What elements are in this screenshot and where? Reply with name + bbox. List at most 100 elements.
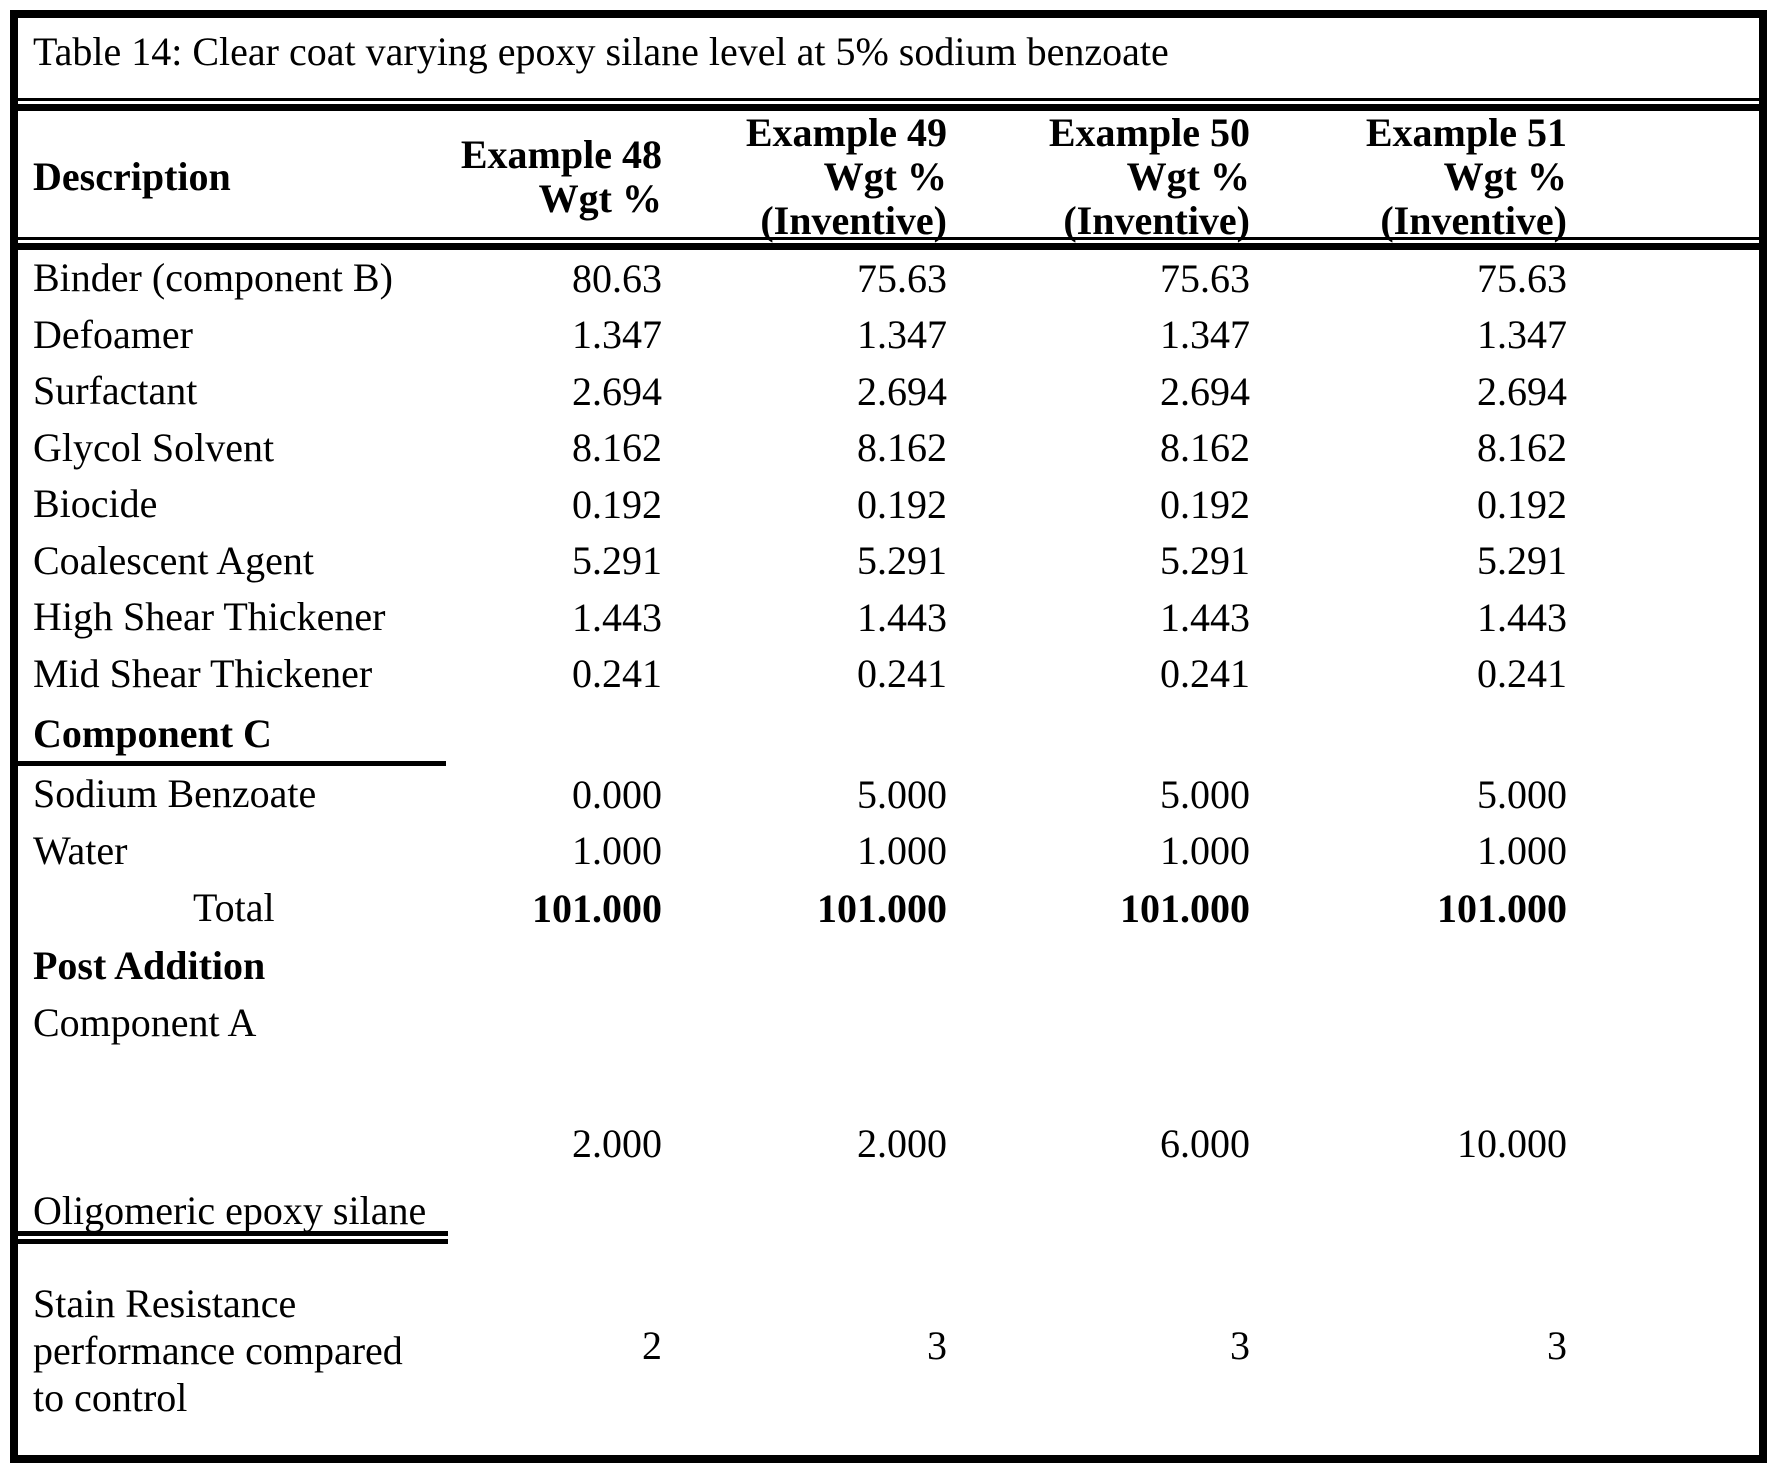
cell-value: 5.000 — [1160, 771, 1250, 817]
table-title: Table 14: Clear coat varying epoxy silan… — [33, 29, 1169, 74]
cell-value: 80.63 — [572, 255, 662, 301]
cell-value: 1.000 — [857, 828, 947, 874]
table-row: Total 101.000 101.000 101.000 101.000 — [18, 879, 1759, 937]
column-header-example-50: Example 50 Wgt % (Inventive) — [1048, 110, 1250, 243]
cell-value: 0.241 — [1477, 651, 1567, 697]
table-row: Oligomeric epoxy silane — [18, 1191, 1759, 1244]
row-label: Glycol Solvent — [33, 424, 275, 470]
row-label: Biocide — [33, 481, 158, 527]
table-row: Sodium Benzoate 0.000 5.000 5.000 5.000 — [18, 766, 1759, 823]
cell-value: 0.192 — [1160, 481, 1250, 527]
cell-value: 75.63 — [1477, 255, 1567, 301]
table-row: High Shear Thickener 1.443 1.443 1.443 1.443 — [18, 589, 1759, 646]
table-row: Coalescent Agent 5.291 5.291 5.291 5.291 — [18, 533, 1759, 590]
row-label: Surfactant — [33, 368, 198, 414]
cell-value: 2.000 — [572, 1121, 662, 1166]
table-row: Stain Resistance performance compared to… — [18, 1264, 1759, 1455]
table-row: 2.000 2.000 6.000 10.000 — [18, 1096, 1759, 1191]
table-row: Binder (component B) 80.63 75.63 75.63 75.63 — [18, 250, 1759, 307]
cell-value: 8.162 — [1160, 425, 1250, 471]
column-header-description: Description — [33, 154, 231, 199]
cell-value: 1.443 — [1477, 594, 1567, 640]
cell-value: 5.291 — [1160, 538, 1250, 584]
cell-value: 1.347 — [1160, 312, 1250, 358]
cell-value: 0.192 — [572, 481, 662, 527]
table-frame: Table 14: Clear coat varying epoxy silan… — [10, 10, 1767, 1463]
cell-value: 8.162 — [857, 425, 947, 471]
section-double-underline — [18, 1231, 448, 1244]
table-header-row: Description Example 48 Wgt % Example 49 … — [18, 111, 1759, 243]
column-header-example-48: Example 48 Wgt % — [460, 132, 662, 221]
cell-value: 75.63 — [1160, 255, 1250, 301]
table-row: Biocide 0.192 0.192 0.192 0.192 — [18, 476, 1759, 533]
cell-value: 3 — [1547, 1323, 1567, 1368]
row-label: Total — [193, 885, 275, 930]
table-row: Surfactant 2.694 2.694 2.694 2.694 — [18, 363, 1759, 420]
cell-value: 2 — [642, 1323, 662, 1368]
row-label: Component C — [33, 711, 272, 756]
cell-value: 3 — [927, 1323, 947, 1368]
spacer-row — [18, 1244, 1759, 1264]
cell-value: 8.162 — [1477, 425, 1567, 471]
cell-value: 8.162 — [572, 425, 662, 471]
cell-value: 6.000 — [1160, 1121, 1250, 1166]
row-label: Sodium Benzoate — [33, 771, 317, 817]
cell-value: 2.694 — [857, 368, 947, 414]
cell-value: 5.291 — [1477, 538, 1567, 584]
row-label: Defoamer — [33, 311, 193, 357]
cell-value: 0.241 — [857, 651, 947, 697]
cell-value: 1.000 — [1477, 828, 1567, 874]
row-label: Stain Resistance performance compared to… — [33, 1281, 403, 1420]
cell-value: 5.000 — [857, 771, 947, 817]
cell-value: 1.347 — [1477, 312, 1567, 358]
cell-value: 0.241 — [1160, 651, 1250, 697]
table-body: Binder (component B) 80.63 75.63 75.63 75.63… — [18, 250, 1759, 1455]
cell-value: 1.000 — [572, 828, 662, 874]
cell-value: 0.000 — [572, 771, 662, 817]
cell-value: 5.291 — [857, 538, 947, 584]
row-label: Component A — [33, 999, 257, 1045]
cell-value: 0.192 — [857, 481, 947, 527]
cell-value: 1.443 — [572, 594, 662, 640]
cell-value: 2.000 — [857, 1121, 947, 1166]
table-row: Component A — [18, 994, 1759, 1051]
row-label: Oligomeric epoxy silane — [33, 1188, 427, 1233]
cell-value: 101.000 — [1437, 885, 1567, 931]
header-divider — [18, 237, 1759, 250]
cell-value: 0.192 — [1477, 481, 1567, 527]
table-row: Glycol Solvent 8.162 8.162 8.162 8.162 — [18, 420, 1759, 477]
row-label: Post Addition — [33, 942, 266, 988]
cell-value: 1.000 — [1160, 828, 1250, 874]
cell-value: 5.291 — [572, 538, 662, 584]
cell-value: 1.347 — [857, 312, 947, 358]
cell-value: 3 — [1230, 1323, 1250, 1368]
row-label: Mid Shear Thickener — [33, 650, 373, 696]
column-header-example-49: Example 49 Wgt % (Inventive) — [745, 110, 947, 243]
cell-value: 75.63 — [857, 255, 947, 301]
cell-value: 2.694 — [1477, 368, 1567, 414]
spacer-row — [18, 1051, 1759, 1096]
table-row: Defoamer 1.347 1.347 1.347 1.347 — [18, 307, 1759, 364]
column-header-example-51: Example 51 Wgt % (Inventive) — [1365, 110, 1567, 243]
cell-value: 10.000 — [1457, 1121, 1567, 1166]
cell-value: 1.443 — [857, 594, 947, 640]
cell-value: 1.443 — [1160, 594, 1250, 640]
table-row: Mid Shear Thickener 0.241 0.241 0.241 0.241 — [18, 646, 1759, 703]
table-row: Post Addition — [18, 937, 1759, 994]
cell-value: 101.000 — [532, 885, 662, 931]
row-label: Water — [33, 827, 128, 873]
cell-value: 5.000 — [1477, 771, 1567, 817]
row-label: Binder (component B) — [33, 255, 393, 301]
table-row: Water 1.000 1.000 1.000 1.000 — [18, 823, 1759, 880]
row-label: High Shear Thickener — [33, 594, 386, 640]
cell-value: 0.241 — [572, 651, 662, 697]
cell-value: 101.000 — [1120, 885, 1250, 931]
cell-value: 1.347 — [572, 312, 662, 358]
section-underline — [18, 761, 446, 766]
title-divider — [18, 98, 1759, 111]
table-row: Component C — [18, 702, 1759, 766]
cell-value: 101.000 — [817, 885, 947, 931]
row-label: Coalescent Agent — [33, 537, 315, 583]
cell-value: 2.694 — [1160, 368, 1250, 414]
